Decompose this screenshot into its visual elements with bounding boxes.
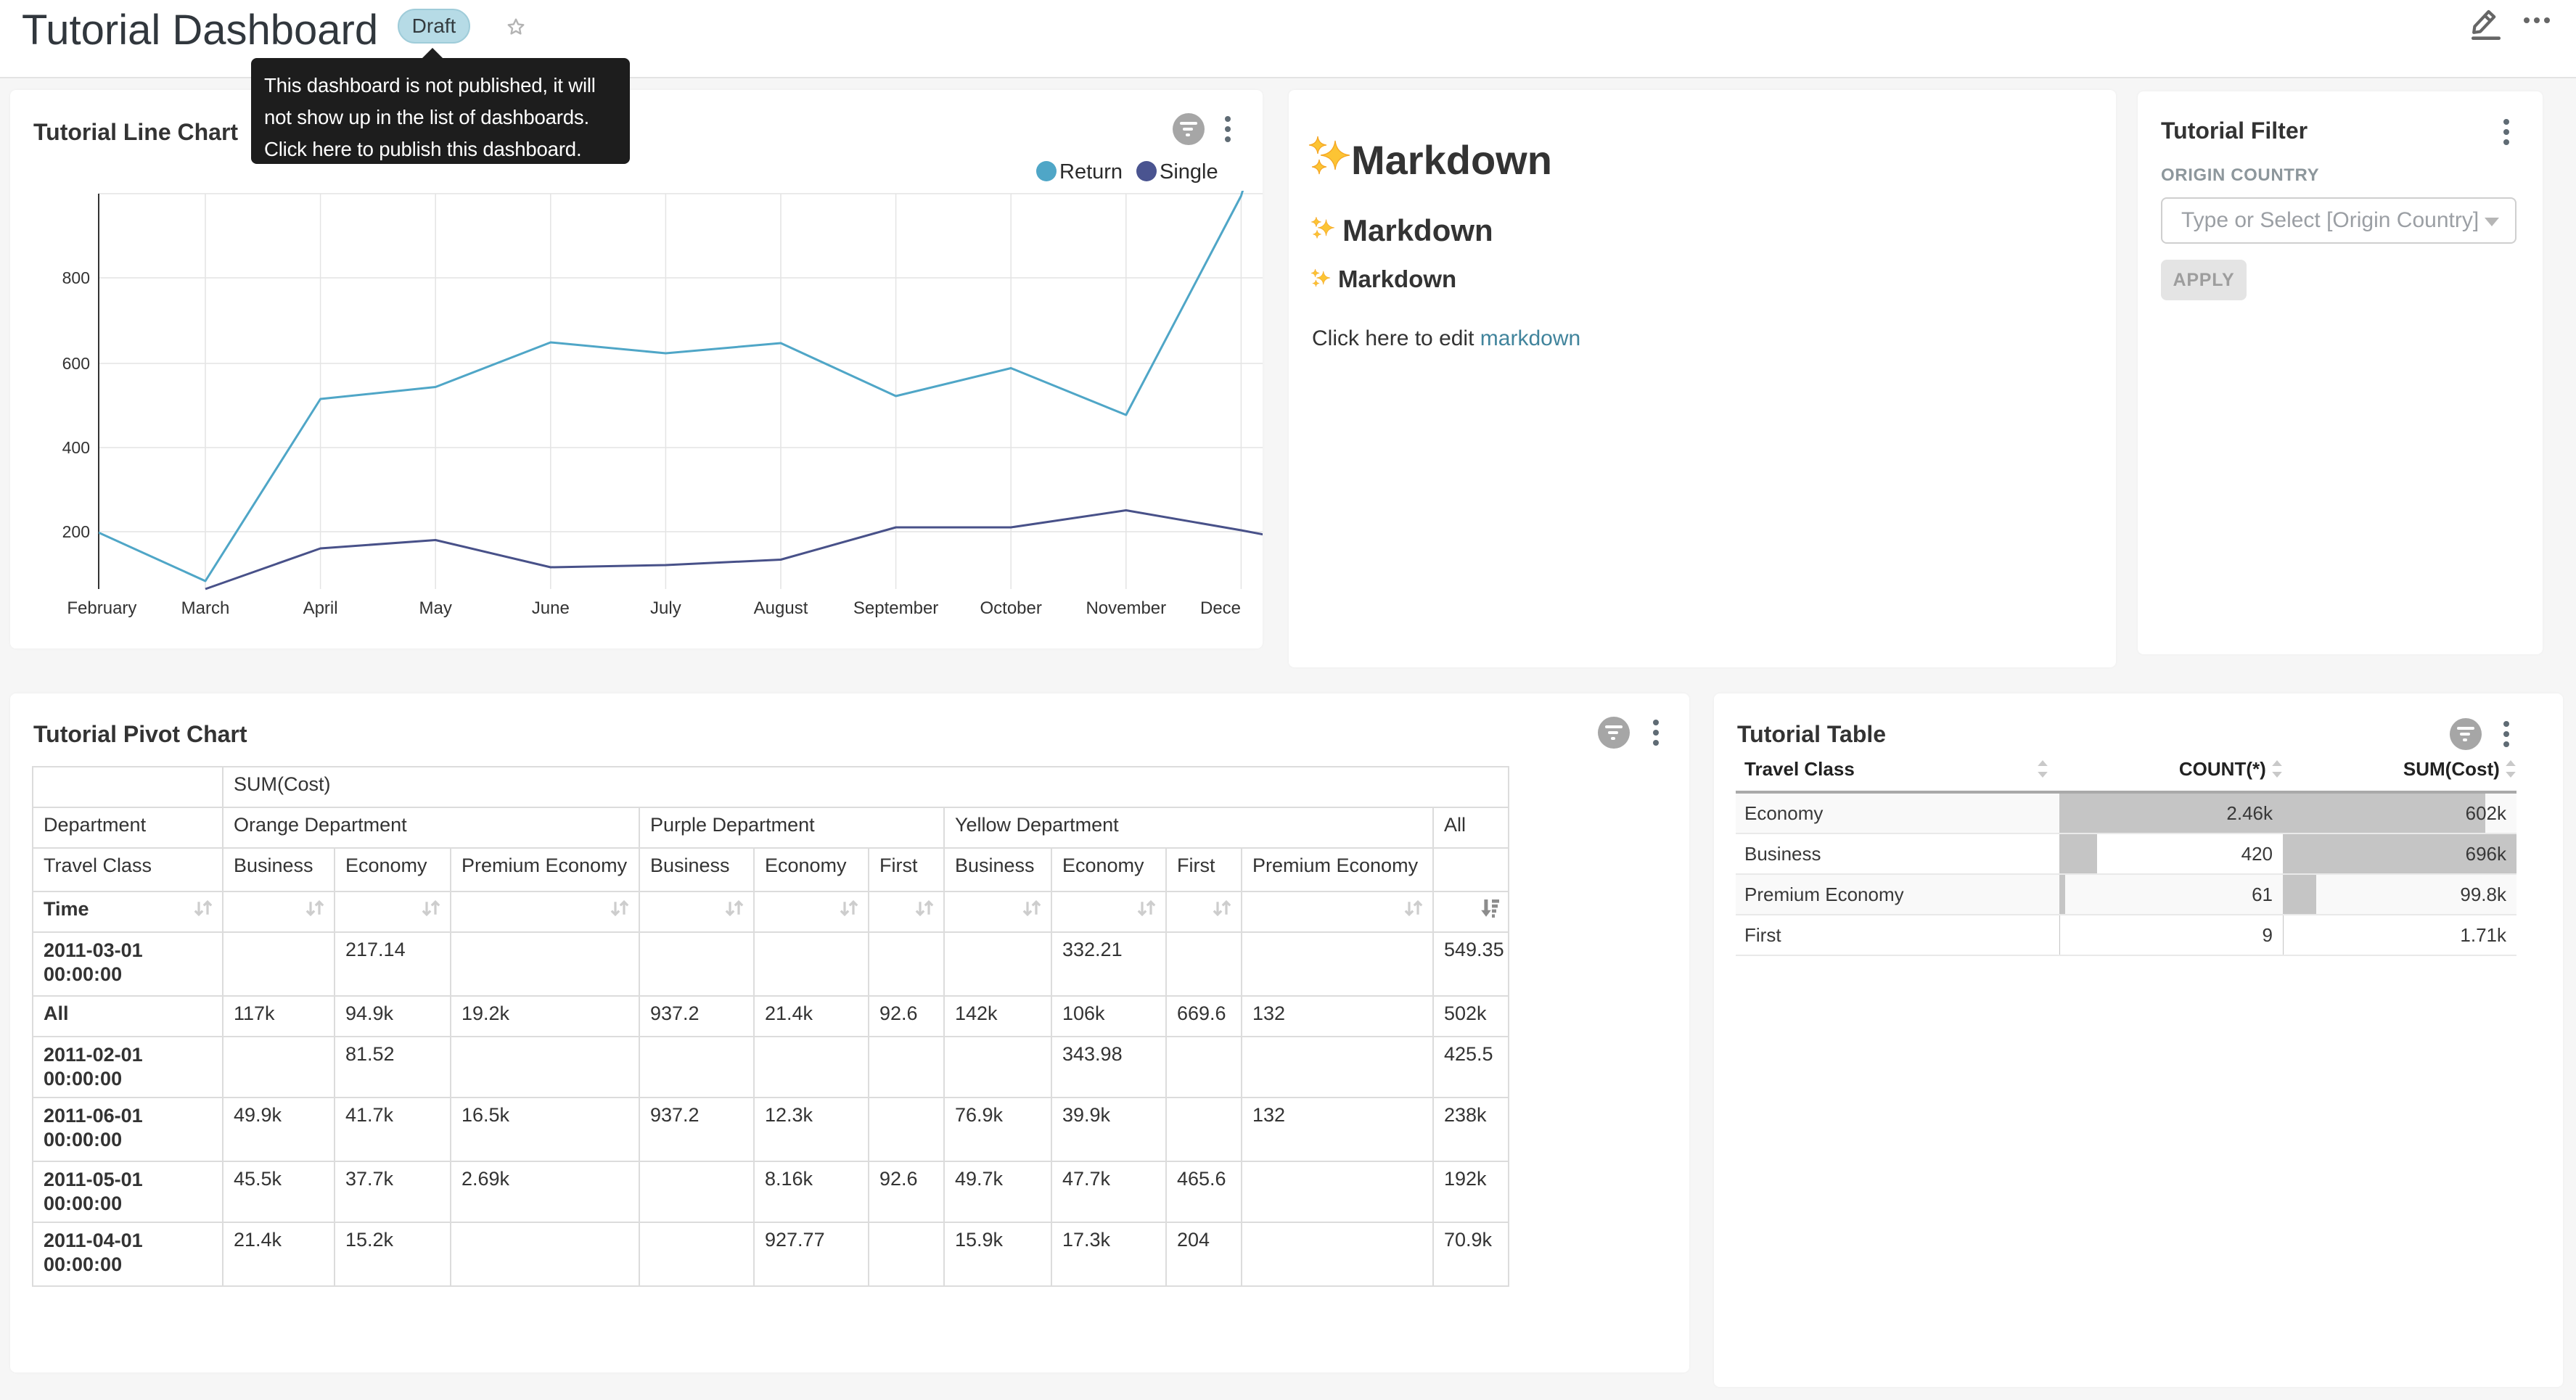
svg-text:Return: Return [1059, 160, 1123, 184]
svg-text:February: February [67, 598, 136, 618]
svg-text:October: October [980, 598, 1042, 618]
svg-text:Dece: Dece [1200, 598, 1241, 618]
svg-text:June: June [532, 598, 570, 618]
svg-text:Single: Single [1160, 160, 1218, 184]
svg-text:August: August [754, 598, 808, 618]
svg-text:September: September [853, 598, 938, 618]
svg-text:200: 200 [62, 522, 90, 541]
svg-text:400: 400 [62, 438, 90, 457]
svg-text:May: May [419, 598, 452, 618]
svg-text:600: 600 [62, 354, 90, 373]
svg-text:November: November [1086, 598, 1166, 618]
svg-text:March: March [181, 598, 230, 618]
svg-text:July: July [650, 598, 681, 618]
svg-text:April: April [303, 598, 338, 618]
svg-text:800: 800 [62, 268, 90, 287]
